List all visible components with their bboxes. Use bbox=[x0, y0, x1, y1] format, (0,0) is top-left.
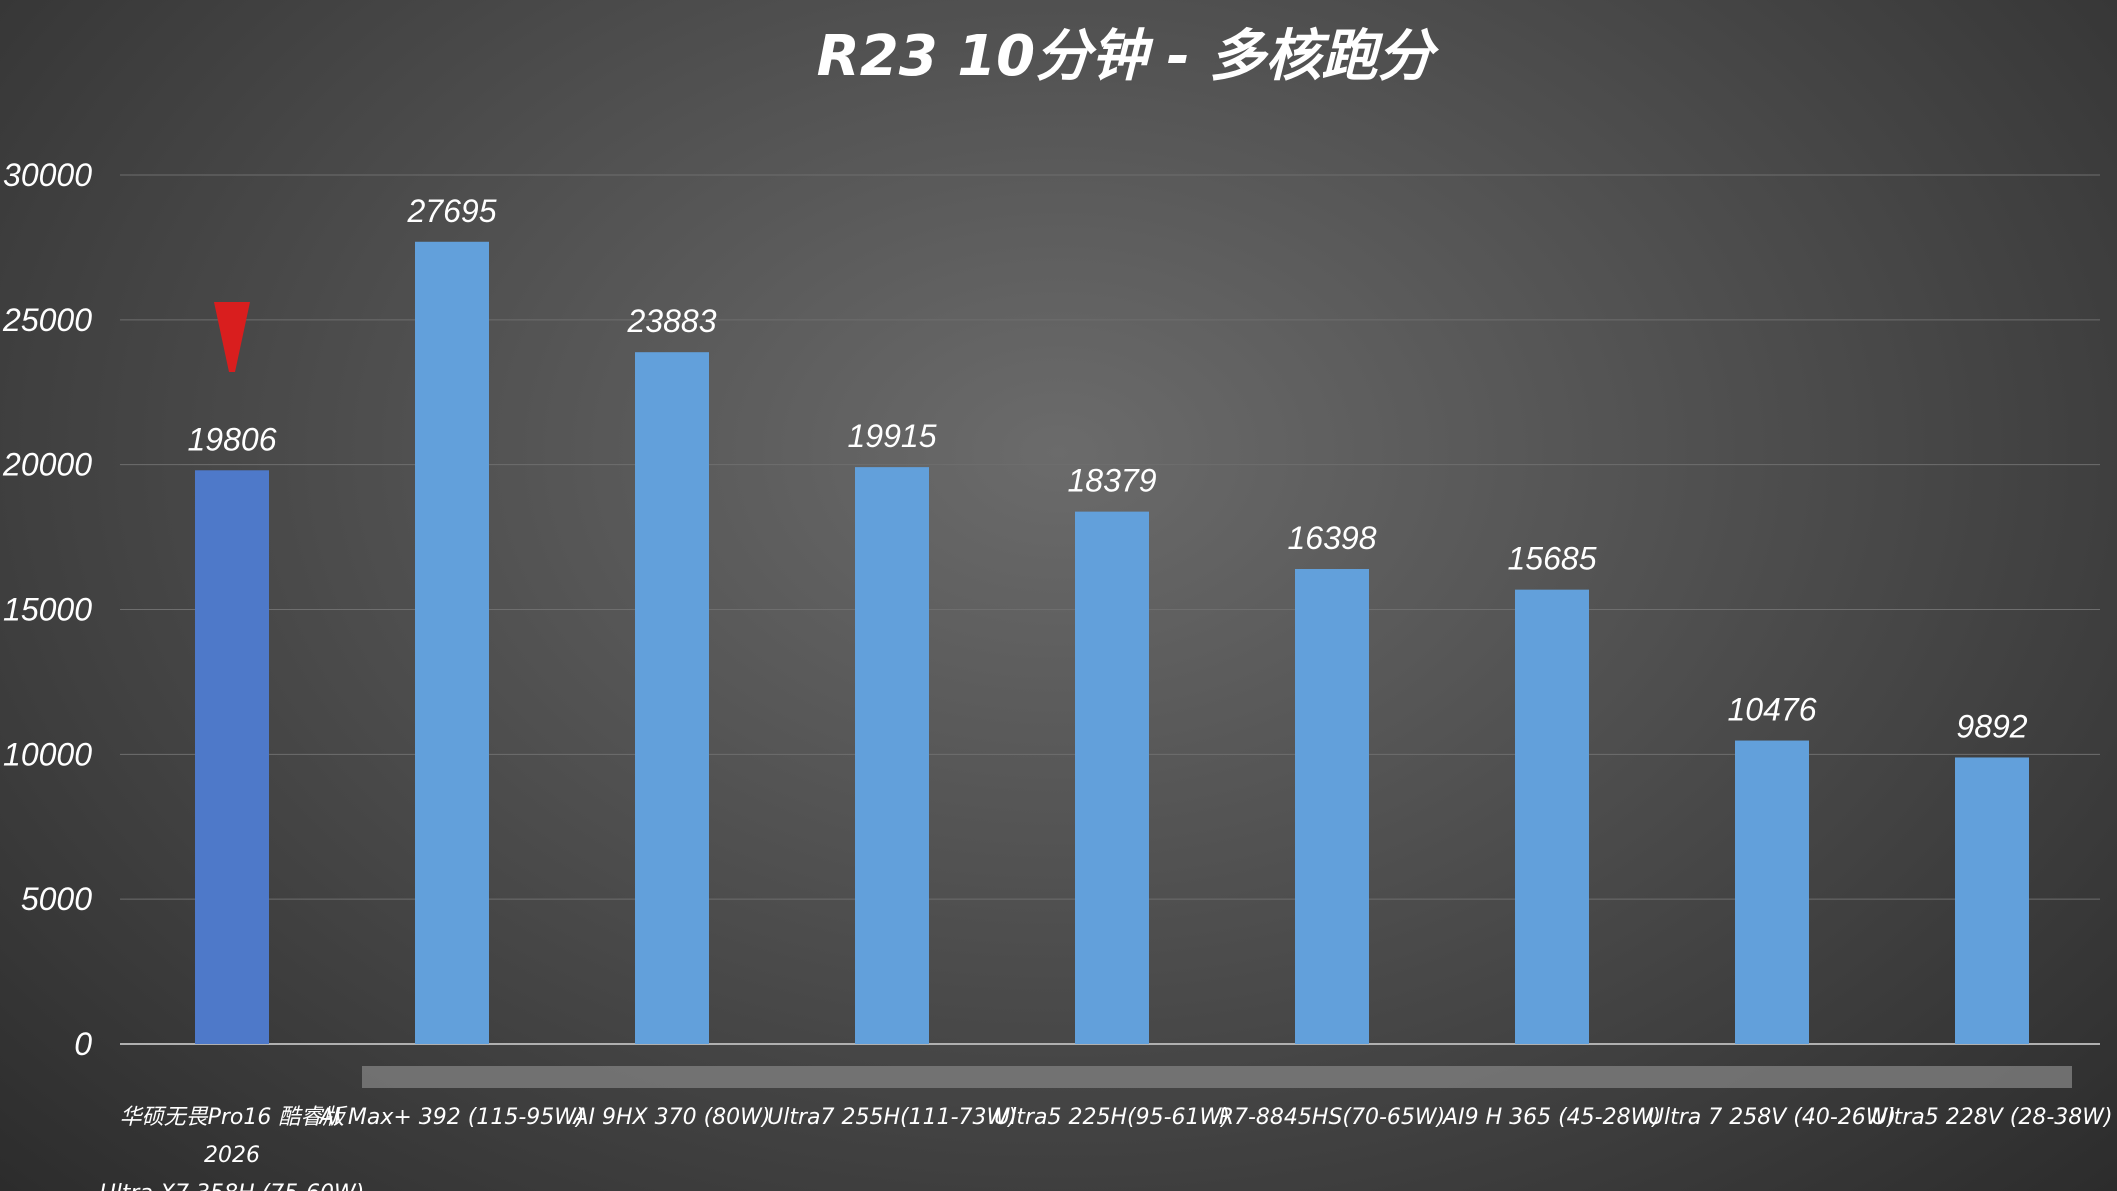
bar bbox=[415, 241, 489, 1044]
value-label: 16398 bbox=[1288, 520, 1377, 556]
bar bbox=[855, 467, 929, 1044]
value-label: 15685 bbox=[1508, 541, 1597, 577]
x-tick-label: R7-8845HS(70-65W) bbox=[1219, 1105, 1446, 1130]
y-tick-label: 10000 bbox=[3, 736, 92, 772]
x-tick-label: AI 9HX 370 (80W) bbox=[571, 1105, 770, 1130]
bar bbox=[1075, 511, 1149, 1044]
x-tick-label: Ultra7 255H(111-73W) bbox=[767, 1105, 1017, 1130]
category-band-bar bbox=[362, 1066, 2072, 1088]
x-tick-label: 2026 bbox=[204, 1143, 260, 1168]
value-label: 18379 bbox=[1068, 463, 1157, 499]
y-axis-ticks: 0 5000 10000 15000 20000 25000 30000 bbox=[2, 157, 92, 1062]
bar bbox=[1955, 757, 2029, 1044]
x-tick-label: 华硕无畏Pro16 酷睿版 bbox=[120, 1105, 349, 1130]
category-band bbox=[362, 1066, 2072, 1088]
y-tick-label: 20000 bbox=[2, 447, 92, 483]
y-tick-label: 5000 bbox=[21, 881, 92, 917]
y-tick-label: 15000 bbox=[3, 592, 92, 628]
bar bbox=[1295, 569, 1369, 1044]
x-tick-label: Ultra 7 258V (40-26W) bbox=[1648, 1105, 1896, 1130]
value-labels: 19806 27695 23883 19915 18379 16398 15685 10476… bbox=[188, 193, 2028, 745]
x-axis-labels: 华硕无畏Pro16 酷睿版 2026 Ultra X7 358H (75-60W) A… bbox=[100, 1105, 2113, 1191]
y-tick-label: 0 bbox=[74, 1026, 92, 1062]
value-label: 10476 bbox=[1728, 692, 1817, 728]
value-label: 19806 bbox=[188, 421, 277, 457]
x-tick-label: Ultra5 225H(95-61W) bbox=[994, 1105, 1230, 1130]
y-tick-label: 30000 bbox=[3, 157, 92, 193]
highlight-arrow-icon bbox=[214, 302, 250, 372]
y-tick-label: 25000 bbox=[2, 302, 92, 338]
x-tick-label: Ultra5 228V (28-38W) bbox=[1871, 1105, 2112, 1130]
bar bbox=[1735, 740, 1809, 1044]
x-tick-label: AI Max+ 392 (115-95W) bbox=[317, 1105, 584, 1130]
highlight-marker bbox=[214, 302, 250, 372]
bar bbox=[635, 352, 709, 1044]
value-label: 9892 bbox=[1956, 708, 2027, 744]
chart-title: R23 10分钟 - 多核跑分 bbox=[817, 24, 1440, 89]
bars bbox=[195, 241, 2029, 1044]
value-label: 23883 bbox=[627, 303, 717, 339]
bar bbox=[195, 470, 269, 1044]
value-label: 27695 bbox=[407, 193, 497, 229]
bar bbox=[1515, 589, 1589, 1044]
value-label: 19915 bbox=[848, 418, 937, 454]
x-tick-label: Ultra X7 358H (75-60W) bbox=[100, 1181, 365, 1191]
x-tick-label: AI9 H 365 (45-28W) bbox=[1441, 1105, 1661, 1130]
